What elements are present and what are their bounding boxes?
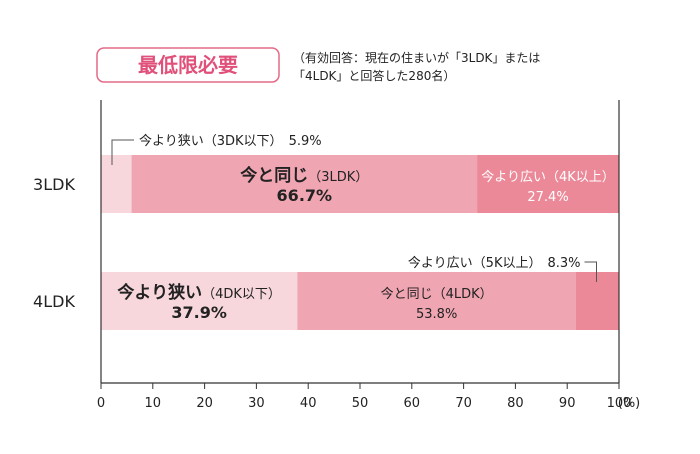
- x-tick-label: 50: [352, 396, 369, 411]
- segment-label: 今より広い（4K以上）: [481, 169, 615, 185]
- x-tick-label: 70: [455, 396, 472, 411]
- segment-label: 今と同じ（4LDK）: [381, 286, 493, 302]
- segment-label-sub: （4K以上）: [546, 170, 615, 185]
- segment-label-main: 今と同じ: [240, 165, 308, 186]
- x-axis-unit: (%): [618, 396, 641, 411]
- segment-value-label: 27.4%: [527, 190, 568, 205]
- note-line-2: 「4LDK」と回答した280名）: [293, 68, 455, 83]
- callout-sub: （3DK以下）: [204, 134, 283, 149]
- segment-value-label: 53.8%: [416, 307, 457, 322]
- segment-label-sub: （4LDK）: [433, 287, 493, 302]
- bar-segment: [101, 272, 298, 330]
- x-tick-label: 90: [559, 396, 576, 411]
- x-tick-label: 60: [404, 396, 421, 411]
- segment-label: 今と同じ（3LDK）: [240, 165, 368, 186]
- callout-value: 5.9%: [289, 134, 322, 149]
- callout-leader: [584, 261, 598, 282]
- x-tick-label: 80: [507, 396, 524, 411]
- bar-segment: [297, 272, 577, 330]
- segment-value-label: 37.9%: [171, 303, 227, 322]
- x-axis: 0 10 20 30 40 50 60 70 80 90 100(%): [97, 100, 640, 411]
- segment-label-main: 今より広い: [481, 169, 546, 185]
- x-tick-label: 100: [607, 396, 632, 411]
- x-tick-label: 40: [300, 396, 317, 411]
- segment-label-main: 今より狭い: [117, 282, 202, 303]
- category-label: 4LDK: [33, 292, 75, 311]
- callout-main: 今より狭い: [139, 133, 204, 149]
- x-tick-label: 30: [248, 396, 265, 411]
- segment-value-label: 66.7%: [277, 186, 333, 205]
- badge-frame: [96, 47, 280, 83]
- callout-sub: （5K以上）: [473, 256, 542, 271]
- callout-value: 8.3%: [547, 256, 580, 271]
- segment-label-main: 今と同じ: [381, 286, 433, 302]
- segment-label-sub: （3LDK）: [308, 170, 368, 185]
- segment-label-sub: （4DK以下）: [202, 287, 281, 302]
- badge-label: 最低限必要: [138, 53, 238, 77]
- category-label: 3LDK: [33, 175, 75, 194]
- segment-label: 今より狭い（4DK以下）: [117, 282, 280, 303]
- callout-label: 今より広い（5K以上） 8.3%: [408, 255, 581, 271]
- bars-layer: [101, 155, 619, 330]
- callout-label: 今より狭い（3DK以下） 5.9%: [139, 133, 322, 149]
- callout-leader: [111, 139, 134, 165]
- callout-main: 今より広い: [408, 255, 473, 271]
- bar-segment: [131, 155, 478, 213]
- x-tick-label: 20: [196, 396, 213, 411]
- note-line-1: （有効回答：現在の住まいが「3LDK」または: [293, 50, 540, 65]
- bar-segment: [101, 155, 132, 213]
- x-tick-label: 10: [145, 396, 162, 411]
- bar-segment: [576, 272, 619, 330]
- x-tick-label: 0: [97, 396, 105, 411]
- bar-segment: [477, 155, 619, 213]
